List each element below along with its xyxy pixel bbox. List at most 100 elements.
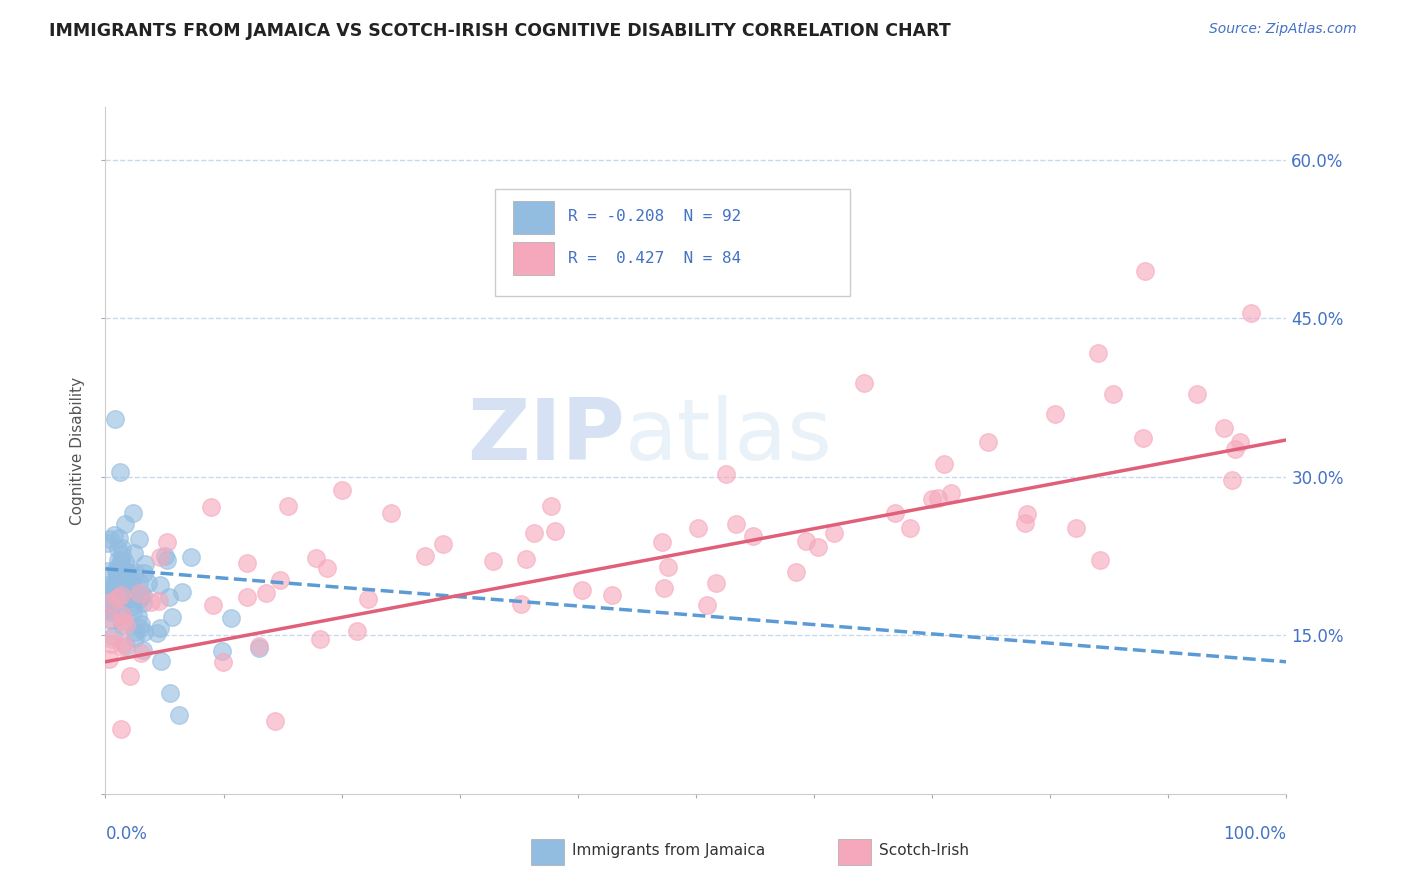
Point bbox=[540, 500, 562, 514]
Point bbox=[432, 537, 454, 551]
Point bbox=[277, 499, 299, 513]
Point bbox=[100, 605, 122, 619]
Point bbox=[121, 578, 143, 592]
Point bbox=[96, 536, 118, 550]
Point bbox=[305, 551, 328, 566]
Point bbox=[247, 639, 270, 653]
Bar bbox=[530, 839, 564, 865]
Bar bbox=[513, 201, 554, 234]
Point bbox=[1240, 306, 1263, 320]
Point bbox=[136, 575, 159, 590]
Point bbox=[129, 591, 152, 605]
Text: 100.0%: 100.0% bbox=[1223, 825, 1286, 843]
Point bbox=[121, 605, 143, 619]
Point bbox=[124, 625, 146, 640]
Point bbox=[117, 591, 139, 606]
Point bbox=[117, 569, 139, 583]
Point bbox=[105, 566, 128, 581]
Point bbox=[104, 562, 127, 576]
Point bbox=[571, 583, 593, 598]
Point bbox=[111, 548, 134, 562]
Point bbox=[97, 577, 120, 591]
Point bbox=[657, 559, 679, 574]
Point bbox=[128, 532, 150, 546]
Point bbox=[148, 594, 170, 608]
Point bbox=[149, 578, 172, 592]
Point bbox=[346, 624, 368, 638]
Point bbox=[132, 596, 155, 610]
Point bbox=[794, 534, 817, 549]
Point bbox=[128, 585, 150, 599]
Point bbox=[111, 541, 134, 555]
Point bbox=[103, 528, 125, 542]
Point bbox=[105, 574, 128, 589]
Point bbox=[1088, 552, 1111, 566]
Point bbox=[118, 571, 141, 585]
Point bbox=[100, 632, 122, 646]
Point bbox=[1212, 421, 1234, 435]
Point bbox=[132, 642, 155, 657]
Point bbox=[927, 491, 949, 505]
Point bbox=[167, 707, 190, 722]
Point bbox=[124, 546, 146, 560]
Point bbox=[115, 590, 138, 604]
Point bbox=[413, 549, 436, 563]
Point bbox=[115, 566, 138, 580]
Point bbox=[111, 618, 134, 632]
Point bbox=[236, 590, 259, 604]
Point bbox=[157, 591, 180, 605]
Point bbox=[150, 654, 173, 668]
Point bbox=[156, 534, 179, 549]
Point bbox=[110, 555, 132, 569]
Point bbox=[127, 609, 149, 624]
Text: 0.0%: 0.0% bbox=[105, 825, 148, 843]
Point bbox=[111, 607, 134, 622]
Point bbox=[1132, 431, 1154, 445]
Point bbox=[101, 580, 124, 594]
Point bbox=[121, 577, 143, 591]
Point bbox=[146, 626, 169, 640]
Point bbox=[131, 617, 153, 632]
Point bbox=[921, 491, 943, 506]
Point bbox=[1064, 521, 1087, 535]
Point bbox=[101, 629, 124, 643]
Point bbox=[236, 556, 259, 570]
Point bbox=[115, 640, 138, 654]
Point bbox=[159, 686, 181, 700]
Point bbox=[124, 591, 146, 606]
Point bbox=[108, 556, 131, 570]
Point bbox=[510, 597, 533, 611]
Point bbox=[977, 435, 1000, 450]
Point bbox=[1185, 387, 1208, 401]
Point bbox=[107, 531, 129, 545]
Point bbox=[704, 575, 727, 590]
Point bbox=[98, 595, 121, 609]
Point bbox=[100, 588, 122, 602]
Point bbox=[122, 506, 145, 520]
Point bbox=[254, 586, 277, 600]
Point bbox=[107, 541, 129, 556]
Point bbox=[785, 565, 807, 579]
Point bbox=[98, 588, 121, 602]
Y-axis label: Cognitive Disability: Cognitive Disability bbox=[70, 376, 86, 524]
Point bbox=[100, 637, 122, 651]
Point bbox=[651, 535, 673, 549]
Point bbox=[114, 517, 136, 532]
Point bbox=[202, 598, 225, 612]
Point bbox=[200, 500, 222, 515]
Point bbox=[1087, 345, 1109, 359]
Point bbox=[211, 655, 233, 669]
Point bbox=[110, 585, 132, 599]
Point bbox=[98, 532, 121, 546]
Point bbox=[122, 599, 145, 614]
Point bbox=[160, 609, 183, 624]
Point bbox=[515, 552, 537, 566]
Point bbox=[110, 587, 132, 601]
Point bbox=[170, 584, 193, 599]
Point bbox=[1043, 407, 1066, 421]
Point bbox=[523, 526, 546, 541]
Text: R =  0.427  N = 84: R = 0.427 N = 84 bbox=[568, 251, 742, 266]
Point bbox=[211, 644, 233, 658]
Point bbox=[380, 506, 402, 520]
Point bbox=[806, 540, 828, 554]
